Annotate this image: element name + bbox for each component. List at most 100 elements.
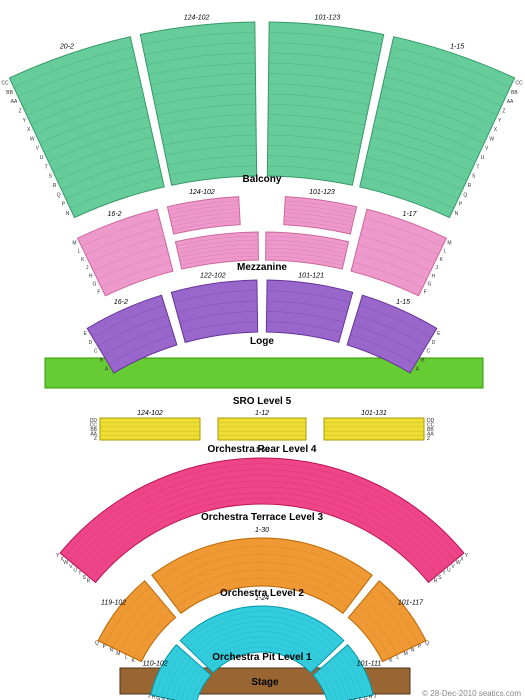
- svg-text:C: C: [426, 349, 430, 355]
- svg-text:J: J: [436, 265, 439, 271]
- svg-text:U: U: [73, 568, 77, 574]
- section-mezzanine-1-17[interactable]: [351, 209, 446, 296]
- svg-text:Z: Z: [427, 436, 430, 442]
- section-label-101-117: 101-117: [398, 600, 424, 607]
- section-loge-122-102[interactable]: [171, 280, 257, 342]
- svg-text:P: P: [62, 202, 66, 208]
- svg-text:X: X: [494, 127, 498, 133]
- svg-text:AA: AA: [507, 99, 514, 105]
- section-orch_rear-124-102[interactable]: [100, 418, 200, 440]
- svg-text:N: N: [411, 647, 415, 653]
- section-label-101-121: 101-121: [298, 273, 324, 280]
- tier-label-orch_pit: Orchestra Pit Level 1: [212, 652, 312, 663]
- section-label-1-15: 1-15: [396, 299, 410, 306]
- svg-text:Q: Q: [57, 192, 61, 198]
- svg-text:Y: Y: [56, 553, 60, 559]
- section-label-20-2: 20-2: [59, 43, 74, 50]
- svg-text:R: R: [434, 579, 438, 585]
- stage-label: Stage: [251, 677, 279, 688]
- svg-text:J: J: [86, 265, 89, 271]
- svg-text:AA: AA: [11, 99, 18, 105]
- svg-text:G: G: [428, 281, 432, 287]
- svg-text:Q: Q: [425, 640, 429, 646]
- section-orch_rear-101-131[interactable]: [324, 418, 424, 440]
- svg-text:CC: CC: [515, 81, 523, 87]
- section-label-124-102: 124-102: [184, 15, 210, 22]
- section-label-119-102: 119-102: [101, 600, 126, 607]
- svg-text:Y: Y: [23, 118, 27, 124]
- svg-text:Y: Y: [465, 553, 469, 559]
- svg-text:G: G: [93, 281, 97, 287]
- svg-text:W: W: [30, 136, 35, 142]
- svg-text:X: X: [27, 127, 31, 133]
- section-label-124-102: 124-102: [189, 189, 215, 196]
- svg-text:E: E: [84, 331, 88, 337]
- seating-chart: StageSRO Level 520-2124-102101-1231-15CC…: [0, 0, 525, 700]
- section-label-1-24: 1-24: [255, 595, 269, 602]
- svg-text:N: N: [455, 211, 459, 217]
- tier-label-loge: Loge: [250, 336, 274, 347]
- svg-text:X: X: [460, 557, 464, 563]
- svg-text:Z: Z: [19, 109, 22, 115]
- svg-text:R: R: [53, 183, 57, 189]
- section-mezzanine-124-102[interactable]: [167, 197, 240, 234]
- svg-text:Q: Q: [95, 640, 99, 646]
- svg-text:T: T: [443, 571, 446, 577]
- svg-text:V: V: [485, 146, 489, 152]
- svg-text:U: U: [40, 155, 44, 161]
- svg-text:S: S: [49, 174, 53, 180]
- svg-text:Z: Z: [94, 436, 97, 442]
- svg-text:R: R: [468, 183, 472, 189]
- svg-text:H: H: [152, 695, 156, 700]
- section-label-101-131: 101-131: [361, 410, 387, 417]
- svg-text:K: K: [439, 257, 443, 263]
- svg-text:U: U: [481, 155, 485, 161]
- svg-text:E: E: [437, 331, 441, 337]
- section-orch-1-30[interactable]: [152, 538, 372, 613]
- sro-label: SRO Level 5: [233, 396, 292, 407]
- tier-label-balcony: Balcony: [243, 174, 282, 185]
- section-label-16-2: 16-2: [114, 299, 128, 306]
- svg-text:N: N: [66, 211, 70, 217]
- svg-text:CC: CC: [1, 81, 9, 87]
- section-label-101-123: 101-123: [309, 189, 335, 196]
- svg-text:F: F: [424, 290, 427, 296]
- svg-text:C: C: [94, 349, 98, 355]
- section-label-122-102: 122-102: [200, 273, 226, 280]
- svg-text:D: D: [432, 340, 436, 346]
- section-label-1-30: 1-30: [255, 527, 269, 534]
- svg-text:L: L: [125, 654, 128, 660]
- svg-text:W: W: [63, 560, 68, 566]
- section-balcony-20-2[interactable]: [9, 37, 164, 218]
- svg-text:BB: BB: [511, 90, 518, 96]
- svg-text:L: L: [443, 249, 446, 255]
- section-orch_rear-1-12[interactable]: [218, 418, 306, 440]
- tier-label-orch_terrace: Orchestra Terrace Level 3: [201, 512, 324, 523]
- svg-text:T: T: [78, 571, 81, 577]
- svg-text:G: G: [156, 696, 160, 700]
- svg-text:V: V: [451, 564, 455, 570]
- section-label-1-50: 1-50: [255, 447, 269, 454]
- section-label-1-12: 1-12: [255, 410, 269, 417]
- tier-label-mezzanine: Mezzanine: [237, 262, 287, 273]
- svg-text:S: S: [438, 575, 442, 581]
- svg-text:P: P: [418, 644, 422, 650]
- section-balcony-1-15[interactable]: [360, 37, 515, 218]
- section-label-101-123: 101-123: [315, 15, 341, 22]
- svg-text:W: W: [456, 560, 461, 566]
- section-loge-101-121[interactable]: [266, 280, 352, 342]
- svg-text:K: K: [389, 658, 393, 664]
- svg-text:K: K: [81, 257, 85, 263]
- section-label-16-2: 16-2: [108, 211, 122, 218]
- section-label-1-17: 1-17: [402, 211, 417, 218]
- section-mezzanine-101-123[interactable]: [284, 197, 357, 234]
- svg-text:R: R: [87, 579, 91, 585]
- svg-text:D: D: [89, 340, 93, 346]
- svg-text:H: H: [89, 273, 93, 279]
- svg-text:Q: Q: [463, 192, 467, 198]
- svg-text:T: T: [45, 164, 48, 170]
- svg-text:S: S: [472, 174, 476, 180]
- svg-text:L: L: [396, 654, 399, 660]
- section-label-110-102: 110-102: [142, 661, 167, 668]
- svg-text:V: V: [36, 146, 40, 152]
